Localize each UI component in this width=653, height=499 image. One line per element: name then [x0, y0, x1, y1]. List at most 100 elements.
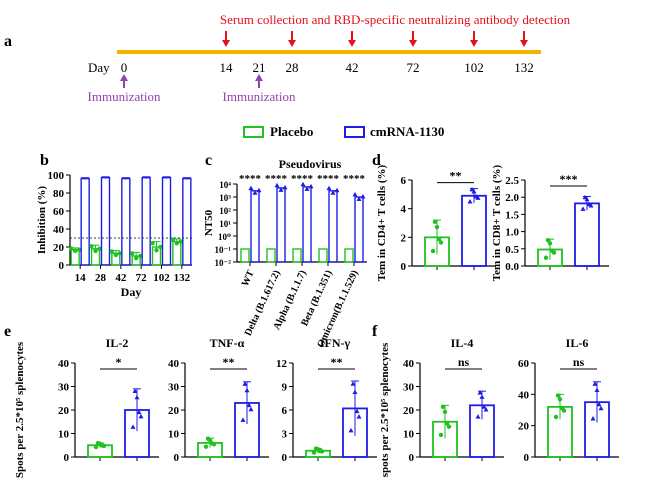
chart-e3-title: IFN-γ [320, 336, 351, 350]
chart-f2-ytick-label-1: 20 [518, 421, 530, 433]
chart-d2-ytick-label-0: 0.0 [505, 261, 519, 273]
chart-e3-cmrna-point-0 [348, 427, 354, 433]
chart-b-xtick-label-3: 72 [136, 272, 148, 284]
chart-c-cmrna-0-point-2 [256, 187, 262, 193]
legend: Placebo cmRNA-1130 [243, 124, 444, 139]
chart-f2-cmrna-point-2 [598, 405, 604, 411]
chart-e2-significance-label: ** [223, 355, 235, 369]
chart-b-cmrna-2-bar [121, 177, 131, 266]
chart-f2-placebo-point-3 [555, 393, 561, 398]
chart-c-cmrna-4-bar [354, 196, 364, 263]
chart-b-placebo-4-point-2 [158, 244, 163, 250]
chart-c-cmrna-1-point-1 [278, 187, 284, 192]
chart-e3-cmrna-point-3 [350, 381, 356, 386]
chart-c-ytick-label-0: 10⁻² [215, 258, 232, 268]
chart-f-placebo-point-3 [440, 404, 446, 410]
chart-f-cmrna-point-4 [481, 404, 487, 409]
chart-c-xtick-label-0: WT [240, 268, 257, 288]
chart-d2-cmrna-point-0 [580, 206, 586, 211]
chart-b-xtick-label-0: 14 [75, 272, 87, 284]
panel-label-c: c [205, 152, 212, 169]
chart-c-placebo-4-bar [344, 248, 354, 263]
chart-c-significance-label-0: **** [239, 173, 262, 185]
chart-e2-ytick-label-4: 40 [168, 358, 180, 370]
chart-b-placebo-3-point-2 [137, 253, 143, 259]
chart-b-placebo-1-point-2 [97, 246, 102, 251]
chart-e3-ytick-label-2: 6 [282, 405, 288, 417]
chart-c-cmrna-3-point-2 [334, 187, 340, 193]
chart-b-cmrna-4-bar [161, 176, 172, 266]
chart-e2-placebo-point-4 [209, 441, 215, 446]
chart-b-placebo-0-point-0 [68, 246, 74, 251]
chart-f2-placebo-point-4 [559, 405, 565, 411]
chart-f-ytick-label-4: 40 [403, 358, 415, 370]
timeline-day-102: 102 [464, 60, 484, 75]
chart-b-cmrna-1-bar [100, 176, 111, 266]
chart-b-xlabel: Day [121, 285, 142, 299]
chart-c-significance-label-3: **** [317, 173, 340, 185]
serum-arrow-head-14 [222, 40, 230, 47]
chart-e2-cmrna-point-3 [242, 381, 248, 386]
chart-c-cmrna-1-point-0 [274, 182, 280, 188]
day-label: Day [88, 60, 110, 75]
chart-c-cmrna-2-point-1 [304, 186, 310, 191]
chart-b-xtick-label-1: 28 [95, 272, 107, 284]
chart-e-ytick-label-3: 30 [58, 382, 70, 394]
timeline-day-21: 21 [253, 60, 266, 75]
chart-f2-ytick-label-3: 60 [518, 358, 530, 370]
chart-c-cmrna-4-point-1 [356, 196, 362, 202]
timeline: Day 0 14 21 28 42 72 102 132 Serum collection and… [88, 12, 571, 104]
chart-b-placebo-4-point-0 [150, 241, 155, 246]
chart-f2-ytick-label-0: 0 [524, 452, 530, 464]
chart-d2-ytick-label-3: 1.5 [505, 209, 519, 221]
chart-c-significance-label-2: **** [291, 173, 314, 185]
chart-e2-cmrna-point-1 [244, 387, 250, 393]
serum-arrow-head-42 [348, 40, 356, 47]
chart-f-ytick-label-3: 30 [403, 382, 415, 394]
panel-label-e: e [4, 323, 11, 340]
chart-b-ylabel: Inhibition (%) [36, 186, 48, 254]
chart-f-cmrna-point-1 [479, 394, 485, 399]
chart-b-placebo-5-point-1 [174, 241, 180, 246]
chart-e3-ytick-label-0: 0 [282, 452, 288, 464]
chart-e-ytick-label-1: 10 [58, 429, 70, 441]
chart-e-cmrna-point-3 [132, 388, 138, 393]
serum-arrow-head-28 [288, 40, 296, 47]
serum-collection-label: Serum collection and RBD-specific neutra… [220, 12, 571, 27]
chart-b-cmrna-0-bar [80, 177, 90, 266]
immunization-arrow-head-0 [120, 74, 128, 81]
legend-cmrna-label: cmRNA-1130 [370, 124, 444, 139]
chart-c-cmrna-4-point-2 [360, 193, 366, 199]
chart-c-ytick-label-2: 10⁰ [218, 232, 231, 242]
legend-placebo-label: Placebo [270, 124, 313, 139]
chart-c: 10⁻² 10⁻¹ 10⁰ 10¹ 10² 10³ 10⁴ NT50 Pseudovirus WT… [203, 157, 367, 349]
chart-c-cmrna-2-bar [302, 186, 312, 263]
chart-b-placebo-3-point-0 [129, 251, 135, 256]
chart-d-placebo-point-0 [430, 248, 436, 254]
chart-f2-cmrna-point-3 [592, 381, 598, 386]
chart-d-cmrna-point-3 [469, 186, 475, 192]
chart-d-significance-label: ** [450, 169, 462, 183]
chart-f2-placebo-point-1 [557, 397, 563, 402]
chart-e2-ytick-label-1: 10 [168, 429, 180, 441]
chart-c-placebo-1-bar [266, 248, 276, 263]
chart-e3: 0 3 6 9 12 IFN-γ ** [276, 336, 377, 464]
chart-e-cmrna-point-4 [136, 409, 142, 415]
chart-d-placebo-point-1 [434, 224, 440, 230]
chart-e2-cmrna-point-2 [248, 406, 254, 412]
chart-b-ytick-label-3: 60 [53, 206, 65, 218]
chart-c-placebo-0-bar [240, 248, 250, 263]
chart-f2-placebo-point-0 [553, 414, 559, 420]
chart-e-cmrna-point-1 [134, 394, 140, 400]
chart-e-ytick-label-4: 40 [58, 358, 70, 370]
chart-c-ytick-label-6: 10⁴ [219, 180, 231, 190]
chart-d-cmrna-point-0 [467, 199, 473, 204]
chart-e-placebo-point-4 [99, 443, 105, 448]
chart-b-ytick-label-5: 100 [48, 170, 65, 182]
chart-d-ytick-label-1: 2 [401, 232, 407, 244]
chart-e3-ytick-label-1: 3 [282, 429, 288, 441]
chart-b-xtick-label-2: 42 [115, 272, 127, 284]
